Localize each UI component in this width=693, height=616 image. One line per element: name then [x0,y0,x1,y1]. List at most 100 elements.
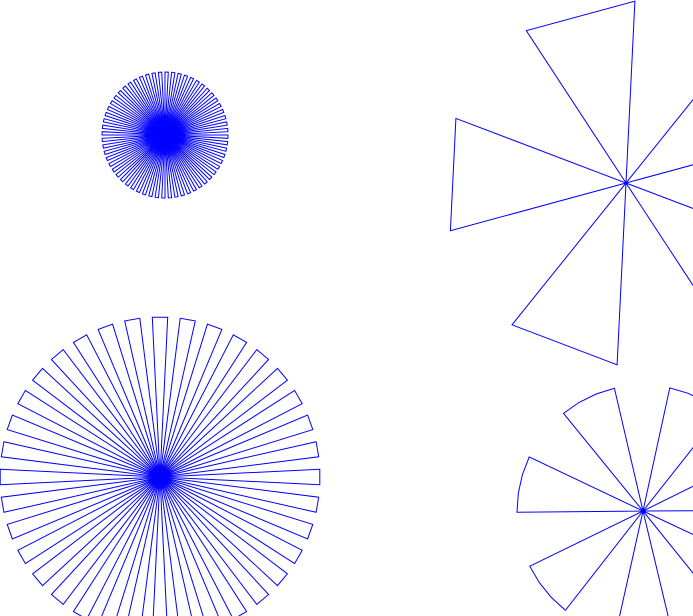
wedge [159,476,219,616]
wedge [449,117,628,232]
wedge [624,98,693,184]
wedge [141,134,166,196]
wedge [31,476,161,587]
wedge [135,134,166,194]
wedge [119,134,166,183]
wedge [50,476,161,606]
wedge [642,510,693,574]
wedge [17,389,161,478]
wedge [164,87,211,136]
wedge [164,76,195,136]
wedge [164,108,225,136]
wedge [101,124,166,136]
wedge [159,389,303,478]
wedge [164,134,179,198]
wedge [106,105,166,136]
wedge [164,134,192,195]
wedge [101,476,161,616]
wedge [159,317,196,478]
wedge [525,0,636,185]
wedge [516,456,644,513]
wedge [164,71,169,136]
wedge [164,92,215,136]
wedge [72,334,161,478]
wedge [164,134,228,152]
wedge [104,111,166,136]
wedge [164,134,221,170]
wedge [17,476,161,565]
wedge [159,476,270,606]
wedge [164,134,224,165]
wedge [113,94,166,136]
large-dense-star [0,316,321,616]
wedge [109,100,166,136]
wedge [164,71,176,136]
wedge [151,316,169,478]
wedge [164,134,229,146]
wedge [164,72,182,136]
wedge [619,510,669,616]
wedge [642,485,693,512]
wedge [159,476,248,616]
wedge [164,74,189,136]
wedge [164,134,173,199]
wedge [159,441,320,478]
wedge [151,72,166,136]
wedge [108,134,166,168]
wedge [101,131,166,136]
wedge [6,414,161,478]
seven-wedge-star [516,387,693,616]
wedge [128,476,161,616]
wedge [152,476,168,616]
wedge [124,317,161,478]
wedge [164,79,200,136]
wedge [164,114,227,136]
wedge [157,71,166,136]
wedge [164,134,186,197]
five-wedge-star [449,0,693,366]
wedge [159,323,223,478]
wedge [127,81,166,136]
wedge [511,181,627,366]
wedge [164,134,226,159]
wedge [148,134,166,198]
wedge [117,89,166,136]
wedge [642,387,693,512]
wedge [102,118,166,136]
wedge [159,334,248,478]
wedge [164,127,229,136]
wedge [164,134,203,189]
wedge [0,476,161,513]
wedge [124,134,166,187]
wedge [97,323,161,478]
small-dense-star [101,71,229,199]
wedge [159,367,289,478]
wedge [138,75,166,136]
wedge [159,476,320,513]
wedge [164,134,229,139]
wedge [102,134,166,149]
wedge [159,476,192,616]
wedge [6,476,161,540]
wedge [72,476,161,616]
wedge [50,348,161,478]
wedge [161,134,166,199]
wedge [164,134,208,185]
wedge [164,102,222,136]
wedge [159,476,303,565]
wedge [115,134,166,178]
wedge [0,441,161,478]
wedge [164,134,217,176]
wedge [122,85,166,136]
wedge [164,97,219,136]
wedge [144,73,166,136]
wedge [164,134,198,192]
wedge [159,468,321,486]
wedge [164,121,228,136]
wedge [624,181,693,287]
wedge [0,468,161,486]
wedge [132,78,166,136]
wedge [154,134,166,199]
